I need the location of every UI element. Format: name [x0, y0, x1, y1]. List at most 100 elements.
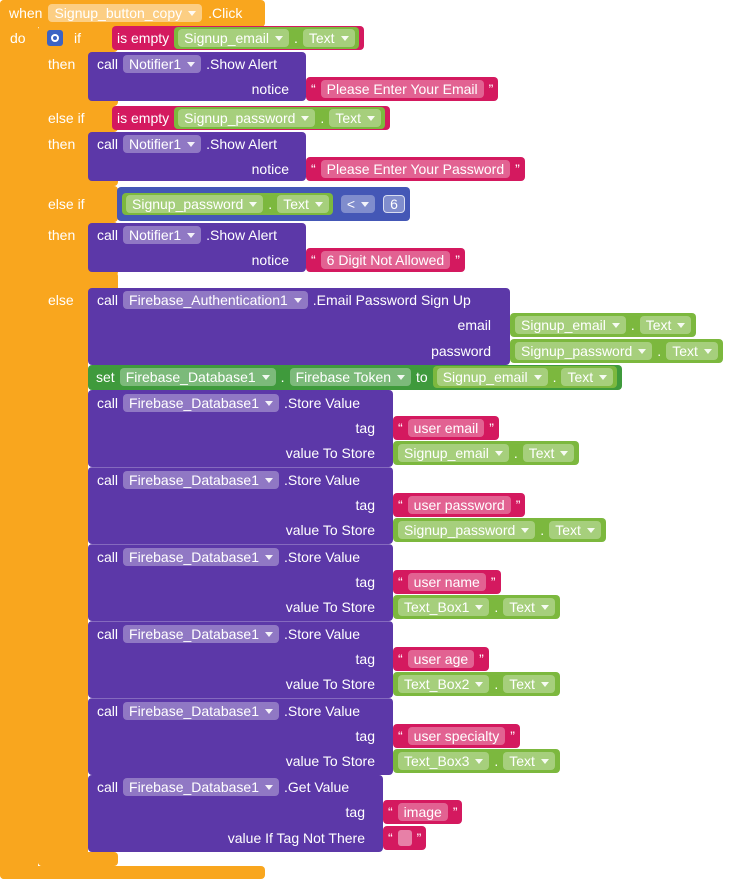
close-quote: ”: [510, 728, 515, 744]
dropdown-arrow: [494, 450, 503, 456]
clause-label: else if: [48, 110, 85, 126]
param-label: tag: [355, 651, 375, 667]
dot: .: [293, 30, 298, 46]
event-row: when Signup_button_copy .Click: [9, 3, 242, 23]
component-dropdown[interactable]: Text_Box2: [398, 675, 490, 693]
is-empty-block: is empty Signup_password. Text: [112, 106, 390, 130]
when-keyword: when: [9, 5, 43, 21]
component-dropdown[interactable]: Firebase_Authentication1: [123, 291, 308, 309]
property-dropdown[interactable]: Text: [522, 444, 575, 462]
component-dropdown[interactable]: Notifier1: [123, 226, 202, 244]
text-block: “ 6 Digit Not Allowed ”: [306, 248, 465, 272]
event-body: [0, 0, 38, 879]
property-dropdown[interactable]: Firebase Token: [289, 368, 412, 386]
close-quote: ”: [489, 420, 494, 436]
close-quote: ”: [490, 574, 496, 590]
component-dropdown[interactable]: Signup_email: [398, 444, 509, 462]
component-dropdown[interactable]: Firebase_Database1: [123, 778, 279, 796]
property-dropdown[interactable]: Text: [503, 752, 555, 770]
component-dropdown[interactable]: Signup_password: [126, 195, 264, 213]
call-keyword: call: [97, 395, 119, 411]
component-dropdown[interactable]: Signup_email: [178, 29, 289, 47]
param-label: tag: [355, 574, 375, 590]
operator-dropdown[interactable]: <: [340, 195, 376, 213]
dropdown-arrow: [638, 348, 647, 354]
getter-block: Signup_email. Text: [510, 313, 697, 337]
method-name: .Get Value: [284, 779, 350, 795]
component-dropdown-text: Text_Box2: [404, 676, 470, 692]
dropdown-arrow: [249, 201, 258, 207]
param-label: tag: [355, 497, 375, 513]
dot: .: [268, 196, 273, 212]
dropdown-arrow: [560, 450, 569, 456]
property-dropdown[interactable]: Text: [503, 675, 555, 693]
component-dropdown[interactable]: Signup_password: [178, 109, 316, 127]
property-dropdown[interactable]: Text: [639, 316, 692, 334]
text-block: “ user name ”: [393, 570, 501, 594]
dropdown-arrow: [611, 322, 620, 328]
component-dropdown[interactable]: Signup_password: [398, 521, 536, 539]
mutator-icon[interactable]: [47, 30, 63, 46]
component-dropdown[interactable]: Firebase_Database1: [123, 394, 279, 412]
block-seam: [88, 544, 393, 545]
method-name: .Store Value: [284, 395, 361, 411]
property-dropdown[interactable]: Text: [302, 29, 355, 47]
property-dropdown[interactable]: Text: [666, 342, 718, 360]
component-dropdown[interactable]: Signup_button_copy: [48, 4, 203, 22]
param-label: tag: [355, 420, 375, 436]
call-header: call Notifier1 .Show Alert: [97, 225, 277, 245]
component-dropdown-text: Signup_email: [404, 445, 489, 461]
call-header: call Firebase_Database1 .Store Value: [97, 393, 360, 413]
compare-block: Signup_password. Text <6: [117, 187, 410, 221]
component-dropdown[interactable]: Firebase_Database1: [123, 471, 279, 489]
call-keyword: call: [97, 472, 119, 488]
text-block: “ user password ”: [393, 493, 526, 517]
property-dropdown[interactable]: Text: [561, 368, 614, 386]
component-dropdown-text: Notifier1: [129, 56, 182, 72]
property-dropdown[interactable]: Text: [277, 195, 329, 213]
dropdown-arrow: [265, 477, 273, 483]
getter-block: Signup_password. Text: [393, 518, 606, 542]
dot: .: [280, 369, 285, 385]
property-dropdown-text: Text: [567, 369, 594, 385]
property-dropdown[interactable]: Text: [549, 521, 601, 539]
dropdown-arrow: [475, 681, 484, 687]
component-dropdown[interactable]: Signup_password: [515, 342, 653, 360]
dropdown-arrow: [475, 758, 484, 764]
getter-block: Text_Box1. Text: [393, 595, 560, 619]
component-dropdown[interactable]: Text_Box1: [398, 598, 490, 616]
getter-block: Text_Box2. Text: [393, 672, 560, 696]
property-dropdown[interactable]: Text: [503, 598, 555, 616]
component-dropdown[interactable]: Signup_email: [515, 316, 626, 334]
component-dropdown-text: Signup_password: [521, 343, 633, 359]
component-dropdown[interactable]: Firebase_Database1: [123, 702, 279, 720]
component-dropdown[interactable]: Firebase_Database1: [123, 548, 279, 566]
dropdown-arrow: [586, 527, 595, 533]
is-empty-label: is empty: [117, 30, 170, 46]
component-dropdown-text: Firebase_Database1: [129, 626, 259, 642]
component-dropdown-text: Signup_password: [184, 110, 296, 126]
dot: .: [494, 676, 499, 692]
text-value: 6 Digit Not Allowed: [320, 251, 451, 269]
text-value-text: Please Enter Your Email: [326, 81, 478, 97]
component-dropdown-text: Firebase_Database1: [125, 369, 256, 385]
call-block: [88, 223, 306, 272]
text-block: “ user email ”: [393, 416, 499, 440]
do-label: do: [10, 30, 26, 46]
component-dropdown[interactable]: Firebase_Database1: [123, 625, 279, 643]
text-value: user name: [407, 573, 486, 591]
component-dropdown[interactable]: Text_Box3: [398, 752, 490, 770]
component-dropdown[interactable]: Notifier1: [123, 55, 202, 73]
property-dropdown-text: Text: [555, 522, 581, 538]
component-dropdown[interactable]: Notifier1: [123, 135, 202, 153]
getter-block: Signup_password. Text: [510, 339, 723, 363]
call-block: [88, 52, 306, 101]
component-dropdown-text: Signup_email: [184, 30, 269, 46]
component-dropdown-text: Firebase_Database1: [129, 395, 259, 411]
dropdown-arrow: [361, 201, 370, 207]
property-dropdown[interactable]: Text: [329, 109, 381, 127]
component-dropdown[interactable]: Signup_email: [436, 368, 548, 386]
component-dropdown-text: Signup_password: [132, 196, 244, 212]
component-dropdown[interactable]: Firebase_Database1: [119, 368, 276, 386]
dropdown-arrow: [188, 10, 197, 16]
